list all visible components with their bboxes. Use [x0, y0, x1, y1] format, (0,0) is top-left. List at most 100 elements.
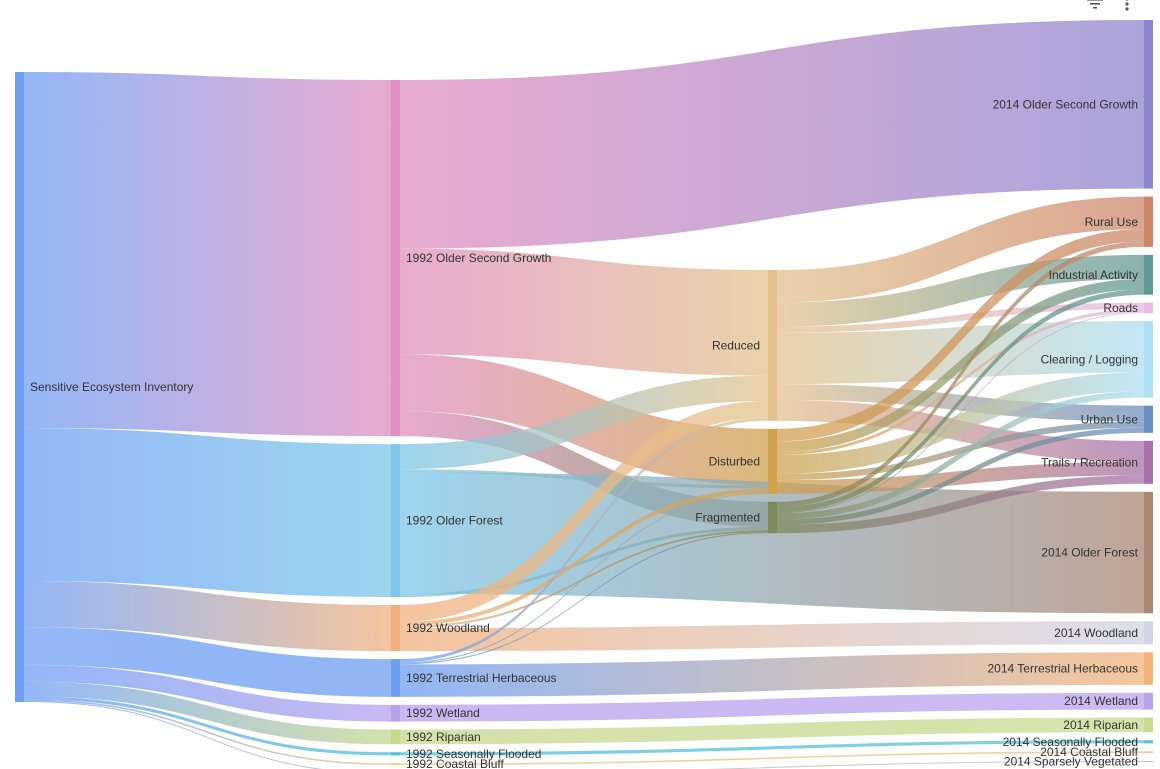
node-n92_rip[interactable] — [391, 729, 400, 745]
link-n92_sf-n14_sf[interactable] — [400, 740, 1144, 756]
label-n14_wet: 2014 Wetland — [1064, 694, 1138, 708]
link-n92_wet-n14_wet[interactable] — [400, 692, 1144, 722]
label-n14_sv: 2014 Sparsely Vegetated — [1004, 754, 1138, 768]
label-n14_cb: 2014 Coastal Bluff — [1040, 745, 1139, 759]
link-n92_wl-disturbed[interactable] — [400, 488, 768, 626]
label-n92_th: 1992 Terrestrial Herbaceous — [406, 671, 557, 685]
link-n92_of-reduced[interactable] — [400, 375, 768, 470]
node-n92_wet[interactable] — [391, 704, 400, 722]
node-disturbed[interactable] — [768, 428, 777, 494]
link-n92_wl-reduced[interactable] — [400, 400, 768, 622]
node-n14_wl[interactable] — [1144, 621, 1153, 645]
node-n14_osg[interactable] — [1144, 20, 1153, 189]
label-roads: Roads — [1103, 301, 1138, 315]
node-n14_sf[interactable] — [1144, 740, 1153, 744]
label-disturbed: Disturbed — [709, 454, 760, 468]
link-src-n92_wl[interactable] — [24, 581, 391, 652]
node-fragmented[interactable] — [768, 501, 777, 534]
link-n92_th-disturbed[interactable] — [400, 492, 768, 664]
link-n92_sv-n14_sv[interactable] — [400, 760, 1144, 769]
labels-layer: Sensitive Ecosystem Inventory 1992 Older … — [30, 97, 1139, 769]
node-urban[interactable] — [1144, 405, 1153, 433]
label-n14_rip: 2014 Riparian — [1063, 718, 1138, 732]
node-roads[interactable] — [1144, 302, 1153, 314]
link-disturbed-rural[interactable] — [777, 229, 1144, 442]
link-src-n92_osg[interactable] — [24, 72, 391, 437]
node-n92_th[interactable] — [391, 659, 400, 697]
label-n14_wl: 2014 Woodland — [1054, 626, 1138, 640]
node-trails[interactable] — [1144, 440, 1153, 484]
link-n92_th-reduced[interactable] — [400, 417, 768, 663]
node-src[interactable] — [15, 72, 24, 702]
link-reduced-clear[interactable] — [777, 321, 1144, 385]
link-n92_wl-fragmented[interactable] — [400, 530, 768, 629]
label-n92_cb: 1992 Coastal Bluff — [406, 757, 505, 769]
link-reduced-rural[interactable] — [777, 196, 1144, 303]
node-indus[interactable] — [1144, 254, 1153, 295]
node-n92_cb[interactable] — [391, 763, 400, 765]
node-reduced[interactable] — [768, 270, 777, 421]
node-n92_sf[interactable] — [391, 752, 400, 756]
links-layer — [24, 20, 1144, 769]
label-trails: Trails / Recreation — [1041, 455, 1138, 469]
filter-icon — [1087, 0, 1103, 9]
node-n14_th[interactable] — [1144, 652, 1153, 685]
link-fragmented-clear[interactable] — [777, 391, 1144, 520]
link-disturbed-urban[interactable] — [777, 421, 1144, 481]
link-n92_wl-n14_wl[interactable] — [400, 621, 1144, 652]
label-n14_th: 2014 Terrestrial Herbaceous — [987, 662, 1138, 676]
link-fragmented-indus[interactable] — [777, 289, 1144, 513]
label-n14_sf: 2014 Seasonally Flooded — [1003, 735, 1138, 749]
label-n92_sv: 1992 Sparsely Vegetated — [406, 766, 540, 769]
link-disturbed-roads[interactable] — [777, 308, 1144, 456]
label-n92_wet: 1992 Wetland — [406, 706, 480, 720]
node-n92_wl[interactable] — [391, 605, 400, 652]
link-disturbed-indus[interactable] — [777, 278, 1144, 452]
label-src: Sensitive Ecosystem Inventory — [30, 380, 193, 394]
label-reduced: Reduced — [712, 338, 760, 352]
link-n92_th-n14_th[interactable] — [400, 652, 1144, 697]
node-n14_cb[interactable] — [1144, 751, 1153, 753]
link-n92_osg-n14_osg[interactable] — [400, 20, 1144, 249]
link-n92_osg-reduced[interactable] — [400, 248, 768, 376]
more-menu-button[interactable] — [1116, 0, 1138, 14]
node-clear[interactable] — [1144, 321, 1153, 398]
filter-button[interactable] — [1084, 0, 1106, 14]
label-n92_wl: 1992 Woodland — [406, 621, 490, 635]
nodes-layer — [15, 20, 1153, 765]
more-vertical-icon — [1125, 0, 1129, 11]
node-n14_wet[interactable] — [1144, 692, 1153, 710]
link-fragmented-urban[interactable] — [777, 427, 1144, 525]
node-n14_sv[interactable] — [1144, 760, 1153, 762]
label-urban: Urban Use — [1081, 412, 1139, 426]
label-rural: Rural Use — [1085, 215, 1139, 229]
link-n92_cb-n14_cb[interactable] — [400, 751, 1144, 765]
label-n92_rip: 1992 Riparian — [406, 730, 481, 744]
link-src-n92_wet[interactable] — [24, 664, 391, 722]
label-clear: Clearing / Logging — [1041, 352, 1138, 366]
node-n14_of[interactable] — [1144, 491, 1153, 614]
node-n92_of[interactable] — [391, 444, 400, 598]
node-rural[interactable] — [1144, 196, 1153, 247]
link-src-n92_of[interactable] — [24, 428, 391, 598]
link-disturbed-clear[interactable] — [777, 372, 1144, 474]
link-src-n92_rip[interactable] — [24, 681, 391, 745]
link-n92_th-fragmented[interactable] — [400, 532, 768, 665]
link-reduced-roads[interactable] — [777, 302, 1144, 333]
chart-toolbar — [1084, 0, 1138, 14]
label-n92_osg: 1992 Older Second Growth — [406, 251, 551, 265]
link-src-n92_cb[interactable] — [24, 699, 391, 765]
link-src-n92_th[interactable] — [24, 627, 391, 697]
label-n92_of: 1992 Older Forest — [406, 514, 503, 528]
node-n92_osg[interactable] — [391, 80, 400, 437]
link-fragmented-rural[interactable] — [777, 241, 1144, 507]
link-n92_rip-n14_rip[interactable] — [400, 717, 1144, 745]
node-n14_rip[interactable] — [1144, 717, 1153, 733]
label-n92_sf: 1992 Seasonally Flooded — [406, 747, 541, 761]
link-fragmented-trails[interactable] — [777, 475, 1144, 534]
link-src-n92_sf[interactable] — [24, 696, 391, 756]
link-fragmented-roads[interactable] — [777, 312, 1144, 514]
label-indus: Industrial Activity — [1049, 268, 1138, 282]
